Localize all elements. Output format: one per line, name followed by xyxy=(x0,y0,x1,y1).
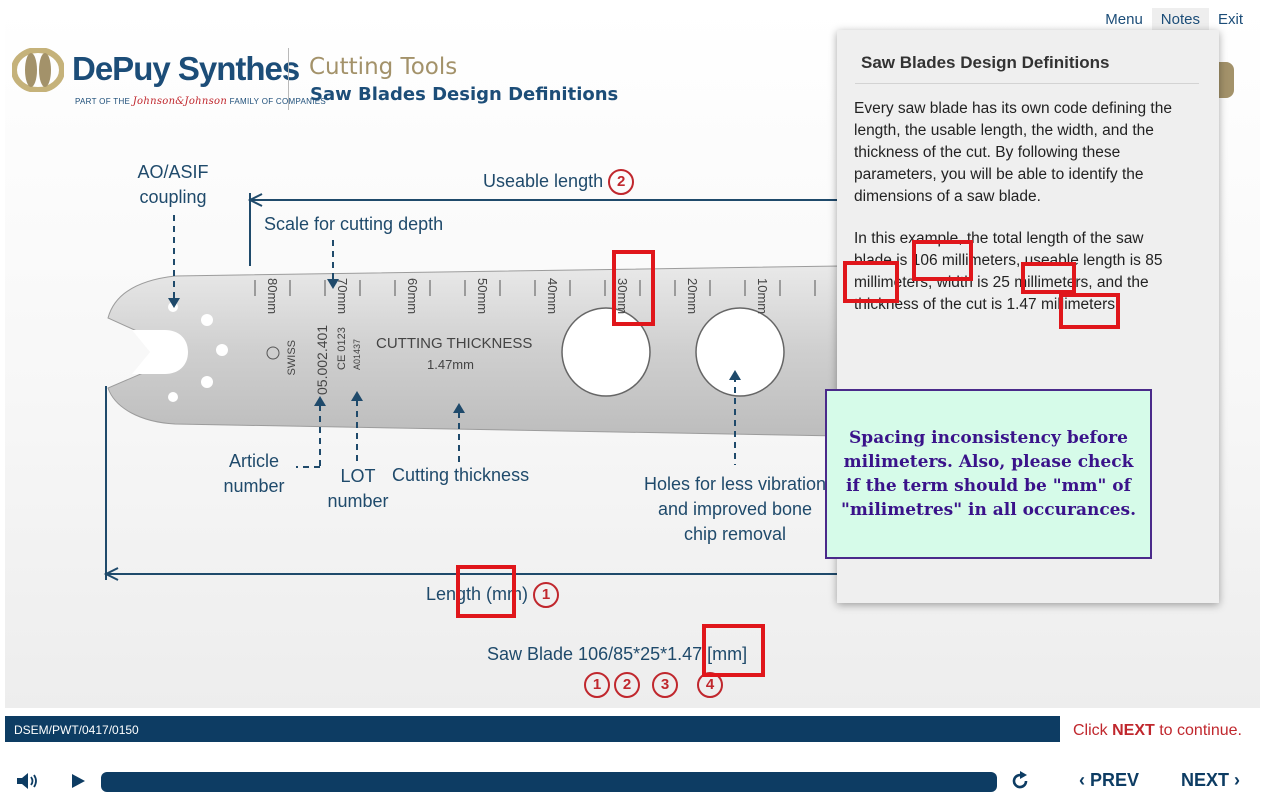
scale-tick: 50mm xyxy=(475,278,490,314)
scale-tick: 70mm xyxy=(335,278,350,314)
review-markup-box xyxy=(1021,262,1076,294)
chevron-right-icon: › xyxy=(1234,770,1241,790)
blade-ce-mark: CE 0123 xyxy=(336,327,348,370)
cutting-thickness-label: Cutting thickness xyxy=(392,465,530,485)
vibration-hole-2 xyxy=(695,307,785,397)
notes-title: Saw Blades Design Definitions xyxy=(861,53,1110,72)
notes-paragraph-2: In this example, the total length of the… xyxy=(854,230,1163,313)
scale-tick: 20mm xyxy=(685,278,700,314)
blade-article-number: 05.002.401 xyxy=(314,325,330,395)
blade-thickness-title: CUTTING THICKNESS xyxy=(376,335,532,352)
useable-length-label: Useable length 2 xyxy=(483,169,635,196)
scale-label: Scale for cutting depth xyxy=(264,214,444,234)
review-markup-box xyxy=(1059,293,1120,329)
continue-hint: Click NEXT to continue. xyxy=(1073,722,1242,739)
vibration-hole-1 xyxy=(561,307,651,397)
scale-tick: 60mm xyxy=(405,278,420,314)
blade-lot-number: A01437 xyxy=(352,339,362,370)
progress-bar[interactable] xyxy=(101,772,997,792)
doc-code-bar: DSEM/PWT/0417/0150 xyxy=(5,716,1060,742)
review-markup-box xyxy=(843,261,899,303)
holes-label: Holes for less vibration and improved bo… xyxy=(643,474,827,544)
page-title: Saw Blades Design Definitions xyxy=(310,84,619,105)
notes-paragraph-1: Every saw blade has its own code definin… xyxy=(854,100,1172,205)
brand-tagline: PART OF THE Johnson&Johnson FAMILY OF CO… xyxy=(75,96,327,107)
depuy-synthes-logo-icon xyxy=(12,48,64,92)
blade-code: Saw Blade 106/85*25*1.47 [mm] xyxy=(487,644,748,664)
badge-1: 1 xyxy=(533,582,560,609)
coupling-label: AO/ASIF coupling xyxy=(137,162,209,207)
prev-button[interactable]: ‹ PREV xyxy=(1079,770,1140,790)
lot-number-label: LOT number xyxy=(327,466,389,511)
course-title: Cutting Tools xyxy=(309,54,458,80)
scale-tick: 10mm xyxy=(755,278,770,314)
next-button[interactable]: NEXT › xyxy=(1181,770,1241,790)
notes-body: Every saw blade has its own code definin… xyxy=(854,98,1184,336)
code-badge-1: 1 xyxy=(584,672,610,698)
doc-code: DSEM/PWT/0417/0150 xyxy=(14,723,139,737)
brand-logo-text: DePuy Synthes xyxy=(72,50,300,87)
replay-icon[interactable] xyxy=(1010,771,1030,791)
review-sticky-note: Spacing inconsistency before milimeters.… xyxy=(825,389,1152,559)
review-markup-box xyxy=(912,240,973,281)
article-number-label: Article number xyxy=(223,451,285,496)
review-markup-box xyxy=(456,565,516,618)
blade-thickness-value: 1.47mm xyxy=(427,357,474,372)
scale-tick: 40mm xyxy=(545,278,560,314)
scale-tick: 30mm xyxy=(615,278,630,314)
notes-link[interactable]: Notes xyxy=(1151,8,1209,31)
exit-link[interactable]: Exit xyxy=(1217,11,1243,28)
badge-2: 2 xyxy=(608,169,635,196)
header-divider xyxy=(288,48,289,110)
speaker-icon[interactable] xyxy=(16,772,38,790)
menu-link[interactable]: Menu xyxy=(1105,11,1143,28)
swiss-logo-icon xyxy=(266,346,280,360)
blade-swiss: SWISS xyxy=(286,340,298,375)
code-badge-3: 3 xyxy=(652,672,678,698)
notes-divider xyxy=(855,83,1199,84)
play-icon[interactable] xyxy=(70,773,86,789)
top-nav: Menu Notes Exit xyxy=(1096,8,1252,31)
code-badge-2: 2 xyxy=(614,672,640,698)
review-markup-box xyxy=(702,624,765,677)
review-markup-box xyxy=(612,250,655,326)
scale-tick: 80mm xyxy=(265,278,280,314)
length-label: Length (mm) 1 xyxy=(426,582,560,609)
chevron-left-icon: ‹ xyxy=(1079,770,1085,790)
